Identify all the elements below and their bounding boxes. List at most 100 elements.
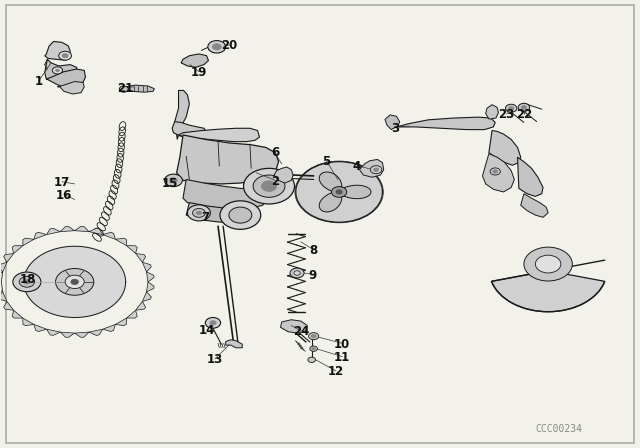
Text: 8: 8 [310, 244, 317, 257]
Text: 5: 5 [323, 155, 330, 168]
Circle shape [490, 168, 500, 175]
Polygon shape [147, 272, 154, 282]
Polygon shape [142, 292, 151, 302]
Circle shape [24, 280, 30, 284]
Text: 3: 3 [391, 122, 399, 135]
Polygon shape [47, 329, 60, 336]
Polygon shape [0, 292, 7, 302]
Circle shape [332, 187, 347, 197]
Circle shape [371, 166, 382, 174]
Polygon shape [183, 180, 268, 210]
Circle shape [210, 321, 216, 325]
Polygon shape [12, 246, 23, 254]
Polygon shape [136, 302, 146, 310]
Circle shape [56, 268, 94, 295]
Polygon shape [75, 226, 89, 232]
Polygon shape [89, 228, 102, 235]
Polygon shape [75, 332, 89, 337]
Polygon shape [60, 226, 75, 232]
Text: 6: 6 [271, 146, 280, 159]
Polygon shape [175, 90, 189, 139]
Text: 24: 24 [292, 325, 309, 338]
Polygon shape [492, 271, 605, 312]
Text: 20: 20 [221, 39, 237, 52]
Text: 11: 11 [334, 351, 351, 364]
Circle shape [52, 67, 63, 74]
Circle shape [208, 41, 226, 53]
Text: 12: 12 [328, 365, 344, 378]
Polygon shape [23, 238, 34, 246]
Text: 19: 19 [191, 66, 207, 79]
Polygon shape [0, 262, 7, 272]
Polygon shape [12, 310, 23, 318]
Polygon shape [124, 85, 154, 92]
Polygon shape [102, 324, 115, 332]
Circle shape [220, 201, 260, 229]
Circle shape [261, 181, 276, 191]
Polygon shape [24, 246, 125, 318]
Text: 22: 22 [516, 108, 532, 121]
Text: 7: 7 [201, 211, 209, 224]
Circle shape [518, 103, 530, 112]
Polygon shape [45, 42, 70, 60]
Circle shape [524, 247, 572, 281]
Circle shape [19, 276, 35, 287]
Polygon shape [0, 272, 3, 282]
Circle shape [62, 53, 68, 58]
Circle shape [296, 162, 383, 222]
Polygon shape [45, 59, 78, 82]
Circle shape [253, 175, 285, 197]
Polygon shape [115, 318, 127, 326]
Circle shape [205, 318, 221, 328]
Circle shape [170, 178, 177, 183]
Circle shape [196, 211, 202, 215]
Polygon shape [179, 128, 259, 142]
Circle shape [65, 275, 84, 289]
Polygon shape [489, 130, 521, 165]
Circle shape [506, 104, 517, 112]
Circle shape [509, 107, 514, 110]
Polygon shape [483, 154, 515, 192]
Text: CCC00234: CCC00234 [536, 424, 582, 434]
Polygon shape [115, 238, 127, 246]
Text: 10: 10 [334, 338, 351, 351]
Polygon shape [60, 332, 75, 337]
Polygon shape [58, 82, 84, 94]
Text: 13: 13 [207, 353, 223, 366]
Text: 9: 9 [308, 269, 316, 282]
Text: 23: 23 [499, 108, 515, 121]
Text: 1: 1 [35, 75, 42, 88]
Circle shape [119, 86, 128, 92]
Circle shape [536, 255, 561, 273]
Polygon shape [142, 262, 151, 272]
Polygon shape [181, 54, 209, 67]
Polygon shape [4, 302, 13, 310]
Polygon shape [34, 324, 47, 332]
Polygon shape [34, 233, 47, 239]
Circle shape [308, 332, 319, 340]
Circle shape [56, 69, 60, 72]
Circle shape [311, 334, 316, 338]
Polygon shape [47, 228, 60, 235]
Polygon shape [280, 320, 307, 333]
Polygon shape [486, 105, 499, 119]
Polygon shape [136, 254, 146, 262]
Circle shape [310, 346, 317, 351]
Text: 14: 14 [199, 324, 216, 337]
Text: 4: 4 [353, 159, 361, 172]
Circle shape [212, 44, 221, 50]
Circle shape [13, 272, 41, 292]
Polygon shape [521, 194, 548, 217]
Circle shape [312, 347, 316, 350]
Polygon shape [0, 282, 3, 292]
Polygon shape [172, 121, 207, 139]
Circle shape [244, 168, 294, 204]
Circle shape [59, 51, 72, 60]
Circle shape [71, 279, 79, 284]
Text: 2: 2 [271, 175, 280, 188]
Text: 21: 21 [118, 82, 134, 95]
Polygon shape [46, 69, 86, 88]
Polygon shape [518, 157, 543, 196]
Circle shape [229, 207, 252, 223]
Polygon shape [147, 282, 154, 292]
